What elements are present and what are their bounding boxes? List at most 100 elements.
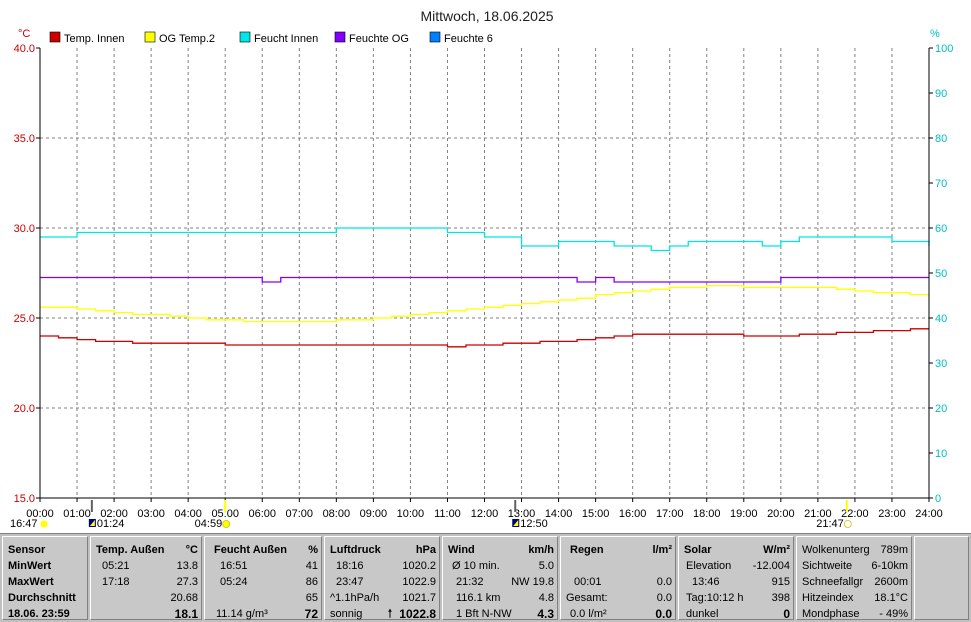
x-tick-label: 02:00 [100, 508, 128, 520]
wind-avg-label: Ø 10 min. [452, 560, 500, 572]
humidity-max-time: 05:24 [220, 576, 248, 588]
y-right-tick-label: 60 [935, 223, 947, 235]
pressure-max-time: 23:47 [336, 576, 364, 588]
snowline-label: Schneefallgr [802, 576, 864, 588]
pressure-forecast: sonnig [330, 608, 363, 620]
x-tick-label: 00:00 [26, 508, 54, 520]
sensor-header: Sensor [8, 544, 46, 556]
pressure-panel: Luftdruck hPa 18:16 1020.2 23:47 1022.9 ^1.… [324, 536, 440, 621]
solar-state: dunkel [686, 608, 719, 620]
y-right-tick-label: 70 [935, 178, 947, 190]
y-right-tick-label: 80 [935, 133, 947, 145]
y-right-tick-label: 40 [935, 313, 947, 325]
moon-time-label: 01:24 [97, 518, 125, 530]
pressure-trend: ^1.1hPa/h [330, 592, 380, 604]
avg-label: Durchschnitt [8, 592, 76, 604]
temp-current: 18.1 [174, 607, 198, 621]
x-tick-label: 08:00 [323, 508, 351, 520]
series-group [40, 227, 930, 348]
pressure-min-time: 18:16 [336, 560, 364, 572]
sun-time-label: 21:47 [816, 518, 844, 530]
solar-unit: W/m² [763, 544, 790, 556]
series-line-og-temp-2 [40, 284, 930, 323]
left-axis-unit: °C [18, 28, 30, 40]
x-tick-label: 09:00 [360, 508, 388, 520]
legend-swatch-temp-innen [49, 31, 61, 43]
pressure-max-value: 1022.9 [402, 576, 436, 588]
x-tick-label: 15:00 [582, 508, 610, 520]
x-tick-label: 22:00 [841, 508, 869, 520]
wind-distance: 116.1 km [456, 592, 501, 604]
humidity-current: 72 [304, 607, 318, 621]
legend-label-feucht-innen: Feucht Innen [254, 33, 318, 45]
series-line-feuchte-og [40, 276, 929, 283]
x-tick-label: 20:00 [767, 508, 795, 520]
legend-swatch-feuchte-6 [429, 31, 441, 43]
spare-panel [914, 536, 969, 620]
wind-unit: km/h [528, 544, 554, 556]
temp-min-time: 05:21 [102, 560, 130, 572]
min-label: MinWert [8, 560, 52, 572]
humidity-min-time: 16:51 [220, 560, 248, 572]
sunset-time-label: 16:47 [10, 518, 38, 530]
solar-elevation-label: Elevation [686, 560, 732, 572]
rain-total-value: 0.0 [656, 592, 672, 604]
humidity-unit: % [308, 544, 318, 556]
humidity-absolute: 11.14 g/m³ [216, 608, 268, 620]
pressure-trend-value: 1021.7 [402, 592, 436, 604]
y-right-tick-label: 10 [935, 448, 947, 460]
wind-max-value: NW 19.8 [511, 576, 554, 588]
wind-max-time: 21:32 [456, 576, 484, 588]
wind-current: 4.3 [537, 607, 554, 621]
wind-panel: Wind km/h Ø 10 min. 5.0 21:32 NW 19.8 116.1… [442, 536, 558, 621]
x-tick-label: 06:00 [248, 508, 276, 520]
trend-up-arrow-icon: 🠑 [388, 608, 392, 620]
y-left-tick-label: 20.0 [14, 403, 35, 415]
y-right-tick-label: 100 [935, 43, 953, 55]
y-right-tick-label: 90 [935, 88, 947, 100]
y-right-tick-label: 20 [935, 403, 947, 415]
rain-current: 0.0 [655, 607, 672, 621]
cloud-base-value: 789m [880, 544, 908, 556]
rain-unit: l/m² [652, 544, 672, 556]
humidity-min-value: 41 [305, 560, 318, 572]
moon-phase-icon [89, 520, 95, 526]
visibility-label: Sichtweite [802, 560, 853, 572]
pressure-min-value: 1020.2 [402, 560, 436, 572]
rain-rate: 0.0 l/m² [570, 608, 607, 620]
misc-panel: Wolkenunterg 789m Sichtweite 6-10km Schnee… [796, 536, 912, 620]
y-left-tick-label: 30.0 [14, 223, 35, 235]
solar-day-value: 398 [771, 592, 790, 604]
moon-phase-icon [513, 520, 519, 526]
temp-unit: °C [185, 544, 198, 556]
y-left-tick-label: 25.0 [14, 313, 35, 325]
y-left-tick-label: 35.0 [14, 133, 35, 145]
rain-panel: Regen l/m² 00:01 0.0 Gesamt: 0.0 0.0 l/m² 0.… [560, 536, 676, 621]
x-tick-label: 05:00 [211, 508, 239, 520]
sun-time-label: 04:59 [195, 518, 223, 530]
humidity-max-value: 86 [305, 576, 318, 588]
y-left-tick-label: 15.0 [14, 493, 35, 505]
legend-label-temp-innen: Temp. Innen [64, 33, 125, 45]
y-right-tick-label: 30 [935, 358, 947, 370]
rain-header: Regen [570, 544, 604, 556]
humidity-average: 65 [305, 592, 318, 604]
x-tick-label: 19:00 [730, 508, 758, 520]
x-tick-label: 11:00 [434, 508, 461, 520]
x-tick-label: 03:00 [137, 508, 165, 520]
humidity-panel: Feucht Außen% 16:51 41 05:24 86 65 11.14 g… [204, 536, 322, 621]
x-tick-label: 23:00 [878, 508, 906, 520]
legend-label-og-temp-2: OG Temp.2 [159, 33, 215, 45]
solar-max-value: 915 [771, 576, 790, 588]
cloud-base-label: Wolkenunterg [802, 544, 870, 556]
max-label: MaxWert [8, 576, 54, 588]
temp-max-time: 17:18 [102, 576, 130, 588]
temp-average: 20.68 [170, 592, 198, 604]
moon-phase-label: Mondphase [802, 608, 860, 620]
legend-label-feuchte-6: Feuchte 6 [444, 33, 493, 45]
grid [40, 48, 929, 498]
x-tick-label: 16:00 [619, 508, 647, 520]
chart-title: Mittwoch, 18.06.2025 [420, 8, 553, 24]
x-tick-label: 12:00 [471, 508, 499, 520]
x-tick-label: 14:00 [545, 508, 573, 520]
